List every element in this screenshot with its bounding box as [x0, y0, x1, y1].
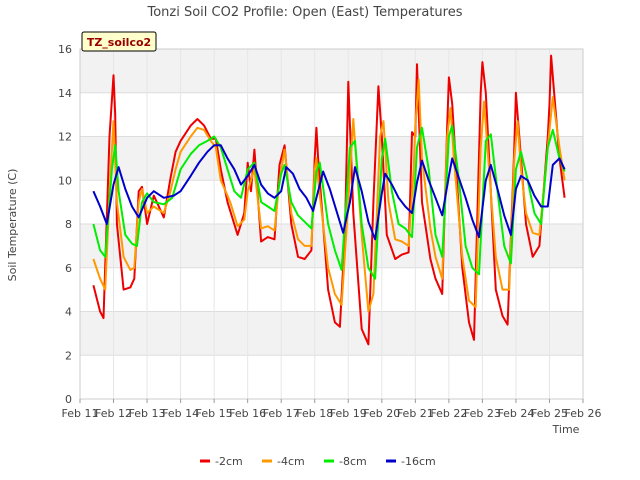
x-tick-label: Feb 12	[95, 407, 132, 420]
site-annotation: TZ_soilco2	[81, 31, 157, 52]
legend-label: -16cm	[401, 455, 436, 468]
series-line-neg16cm	[92, 144, 566, 241]
y-tick-label: 12	[58, 131, 72, 144]
x-tick-label: Feb 17	[263, 407, 300, 420]
x-tick-label: Feb 14	[162, 407, 199, 420]
annotation-box	[81, 31, 157, 52]
y-tick-label: 6	[65, 262, 72, 275]
x-tick-label: Feb 13	[129, 407, 166, 420]
y-tick-label: 0	[65, 393, 72, 406]
x-axis-label: Time	[552, 423, 580, 436]
y-tick-label: 14	[58, 87, 72, 100]
x-tick-label: Feb 24	[497, 407, 534, 420]
series-line-neg8cm	[92, 124, 566, 280]
plot-band	[80, 92, 583, 137]
chart-title: Tonzi Soil CO2 Profile: Open (East) Temp…	[146, 5, 462, 20]
y-axis: 0 2 4 6 8 10 12 14 16	[58, 43, 72, 406]
x-tick-label: Feb 11	[62, 407, 99, 420]
x-tick-label: Feb 19	[330, 407, 367, 420]
y-tick-label: 10	[58, 174, 72, 187]
x-tick-label: Feb 25	[531, 407, 568, 420]
plot-band	[80, 224, 583, 268]
legend: -2cm -4cm -8cm -16cm	[200, 455, 436, 468]
annotation-text: TZ_soilco2	[87, 36, 151, 49]
legend-label: -8cm	[339, 455, 367, 468]
legend-label: -2cm	[215, 455, 243, 468]
x-tick-label: Feb 18	[296, 407, 333, 420]
x-tick-label: Feb 20	[363, 407, 400, 420]
plot-band	[80, 49, 583, 93]
y-tick-label: 2	[65, 349, 72, 362]
plot-band	[80, 136, 583, 181]
y-axis-label: Soil Temperature (C)	[6, 169, 19, 282]
plot-band	[80, 311, 583, 356]
x-tick-label: Feb 16	[229, 407, 266, 420]
legend-label: -4cm	[277, 455, 305, 468]
plot-background	[80, 49, 583, 399]
y-tick-label: 16	[58, 43, 72, 56]
series-lines	[92, 54, 566, 346]
x-tick-label: Feb 22	[430, 407, 467, 420]
x-tick-label: Feb 26	[565, 407, 602, 420]
x-tick-label: Feb 15	[196, 407, 233, 420]
x-tick-label: Feb 23	[464, 407, 501, 420]
plot-frame	[79, 48, 584, 400]
plot-band	[80, 355, 583, 399]
y-tick-label: 4	[65, 306, 72, 319]
x-tick-label: Feb 21	[397, 407, 434, 420]
y-tick-label: 8	[65, 218, 72, 231]
